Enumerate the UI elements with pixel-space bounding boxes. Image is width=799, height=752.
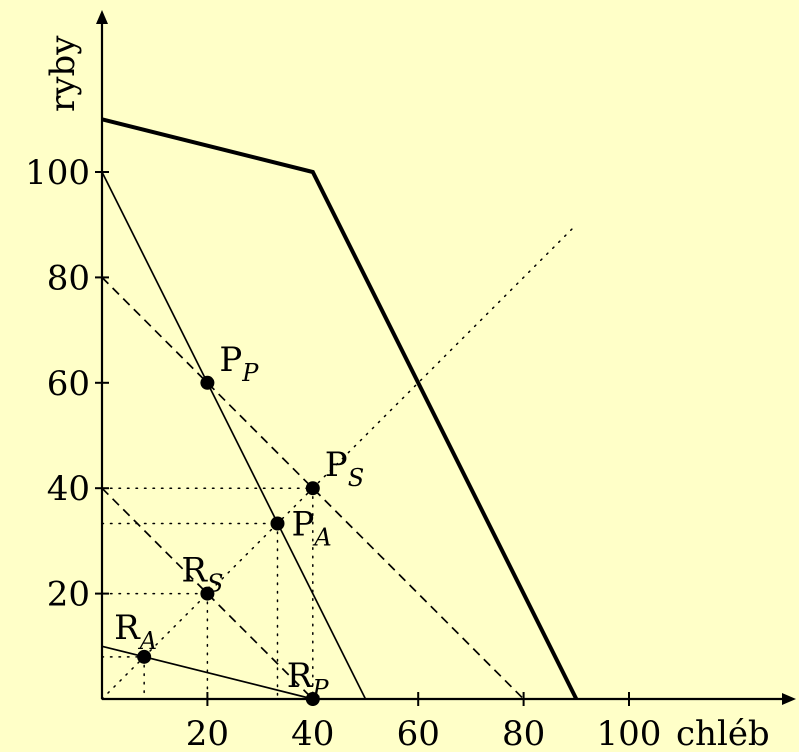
y-tick-label: 20 — [47, 575, 90, 615]
y-axis-label: ryby — [43, 35, 83, 112]
point-label: RS — [181, 551, 223, 598]
point-label: RA — [114, 608, 157, 655]
point-R-P — [305, 692, 320, 706]
series-lines — [101, 117, 579, 700]
x-axis-label: chléb — [676, 714, 770, 752]
point-label: PS — [325, 445, 364, 492]
x-tick-label: 80 — [502, 714, 545, 752]
point-P-A — [270, 516, 285, 531]
y-tick-label: 60 — [47, 364, 90, 404]
x-tick-label: 20 — [186, 714, 229, 752]
point-P-S — [305, 481, 320, 496]
line-dashed-3 — [101, 276, 525, 700]
point-P-P — [200, 375, 215, 390]
x-tick-label: 60 — [397, 714, 440, 752]
y-tick-label: 100 — [25, 153, 90, 193]
line-solid-1 — [101, 171, 367, 700]
point-R-A — [137, 649, 152, 664]
x-tick-label: 100 — [597, 714, 662, 752]
x-axis-arrowhead — [782, 693, 796, 705]
x-tick-label: 40 — [291, 714, 334, 752]
axes — [96, 10, 796, 705]
y-tick-label: 40 — [47, 469, 90, 509]
point-label: PP — [219, 340, 259, 387]
point-R-S — [200, 586, 215, 601]
y-axis-arrowhead — [96, 10, 108, 24]
point-label: PA — [291, 505, 331, 552]
line-thick-0 — [101, 117, 579, 700]
line-solid-2 — [101, 645, 314, 700]
axis-ticks: 20 40 60 80 100 20 40 60 80 100 — [25, 153, 661, 752]
point-label: RP — [287, 656, 330, 703]
line-dotted-5 — [101, 223, 578, 700]
y-tick-label: 80 — [47, 258, 90, 298]
